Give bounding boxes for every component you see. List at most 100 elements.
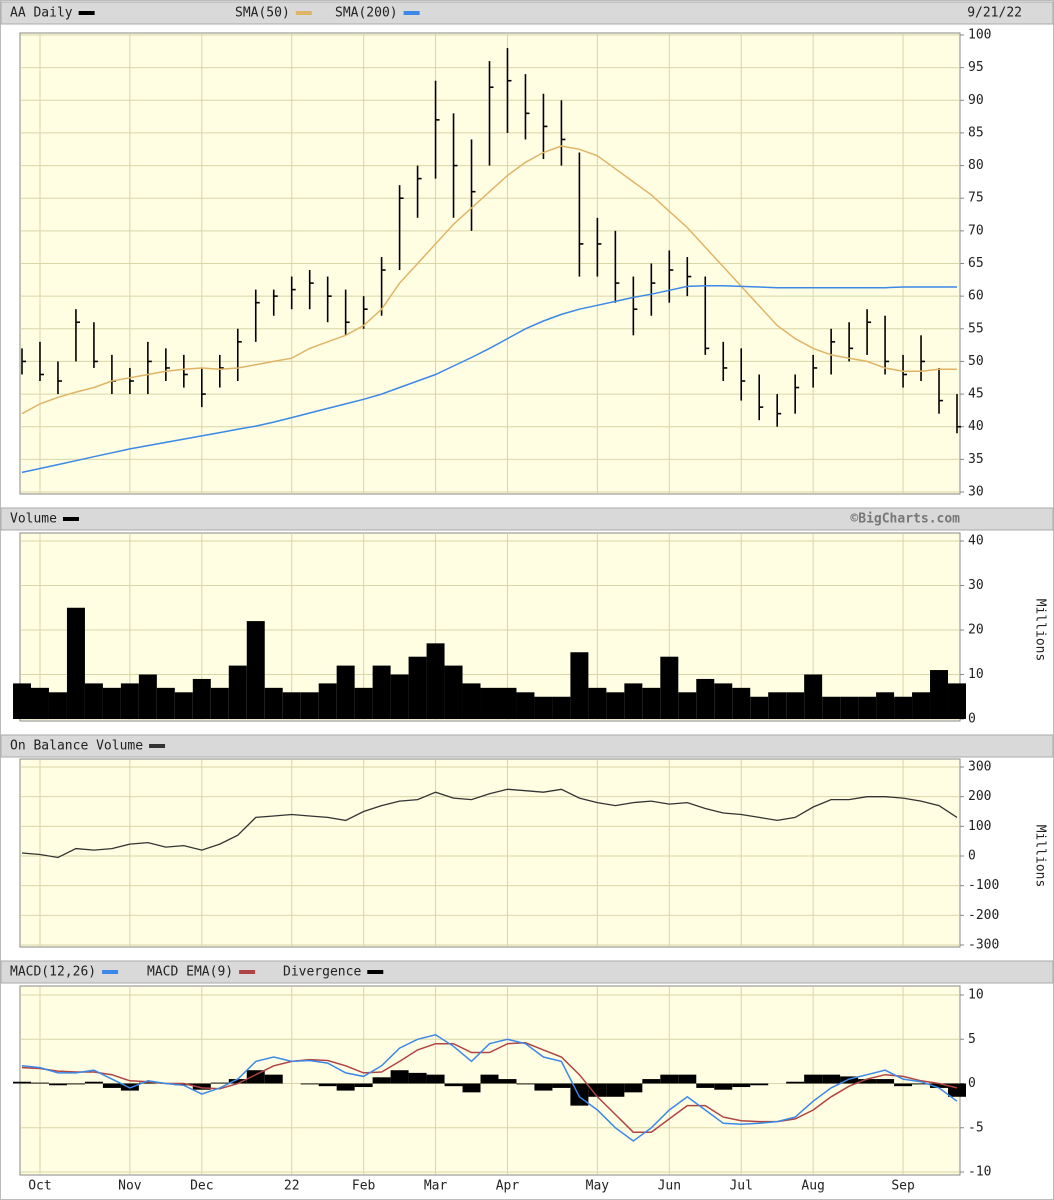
y-tick-label: 300 [968,760,991,775]
x-tick-label: Aug [801,1179,824,1194]
volume-bar [462,683,481,719]
volume-bar [606,692,625,719]
x-tick-label: Jun [658,1179,681,1194]
divergence-bar [876,1079,895,1084]
y-tick-label: 5 [968,1032,976,1047]
divergence-bar [444,1083,463,1087]
y-tick-label: 70 [968,223,984,238]
divergence-bar [480,1074,499,1084]
y-tick-label: 35 [968,452,984,467]
y-tick-label: 40 [968,419,984,434]
volume-bar [660,656,679,719]
y-tick-label: -200 [968,908,999,923]
divergence-bar [498,1079,517,1084]
volume-bar [696,678,715,719]
y-tick-label: 65 [968,256,984,271]
y-tick-label: 200 [968,789,991,804]
divergence-bar [804,1074,823,1084]
volume-bar [390,674,409,719]
divergence-bar [894,1083,913,1087]
legend-label: SMA(200) [335,6,398,21]
divergence-bar [390,1070,409,1084]
x-tick-label: Apr [496,1179,520,1194]
y-tick-label: 0 [968,712,976,727]
y-tick-label: 100 [968,28,991,43]
legend-swatch [239,970,256,974]
volume-bar [876,692,895,719]
x-tick-label: Jul [729,1179,752,1194]
volume-bar [48,692,67,719]
volume-bar [840,696,859,719]
volume-bar [714,683,733,719]
divergence-bar [750,1083,769,1086]
panel-header [0,734,1054,758]
x-tick-label: Oct [28,1179,51,1194]
y-tick-label: 75 [968,191,984,206]
divergence-bar [30,1082,49,1084]
y-tick-label: 30 [968,578,984,593]
volume-bar [174,692,193,719]
y-tick-label: 55 [968,321,984,336]
y-tick-label: 50 [968,354,984,369]
volume-bar [894,696,913,719]
volume-bar [30,687,49,719]
divergence-bar [912,1083,931,1085]
divergence-bar [174,1083,193,1086]
volume-bar [768,692,787,719]
legend-label: MACD(12,26) [10,965,96,980]
volume-bar [822,696,841,719]
x-tick-label: Sep [891,1179,915,1194]
divergence-bar [660,1074,679,1084]
legend-swatch [367,970,384,974]
x-tick-label: Feb [352,1179,376,1194]
volume-bar [13,683,31,719]
sma-line [21,145,957,415]
divergence-bar [66,1083,85,1085]
volume-bar [354,687,373,719]
y-tick-label: 0 [968,849,976,864]
plot-area [19,758,961,948]
y-tick-label: 85 [968,125,984,140]
divergence-bar [13,1081,31,1084]
legend-swatch [62,517,79,521]
divergence-bar [606,1083,625,1097]
divergence-bar [552,1083,571,1088]
divergence-bar [48,1083,67,1086]
y-tick-label: 20 [968,623,984,638]
y-tick-label: 45 [968,387,984,402]
y-tick-label: 100 [968,819,991,834]
legend-label: Divergence [283,965,361,980]
divergence-bar [786,1081,805,1084]
x-tick-label: Mar [424,1179,448,1194]
x-tick-label: 22 [284,1179,300,1194]
divergence-bar [408,1072,427,1084]
legend-label: AA Daily [10,6,73,21]
legend-label: MACD EMA(9) [147,965,233,980]
volume-bar [480,687,499,719]
legend-swatch [295,11,312,15]
legend-swatch [149,744,166,748]
x-tick-label: Dec [190,1179,213,1194]
legend-label: SMA(50) [235,6,290,21]
y-axis-label: Millions [1033,825,1048,888]
volume-bar [570,652,589,719]
y-tick-label: 60 [968,289,984,304]
volume-bar [552,696,571,719]
divergence-bar [858,1079,877,1084]
sma-line [21,284,957,474]
credit: ©BigCharts.com [850,512,960,527]
volume-bar [192,678,211,719]
divergence-bar [930,1083,949,1088]
volume-bar [912,692,931,719]
volume-bar [642,687,661,719]
y-tick-label: 80 [968,158,984,173]
y-tick-label: 10 [968,667,984,682]
y-tick-label: 95 [968,60,984,75]
divergence-bar [822,1074,841,1084]
divergence-bar [642,1079,661,1084]
volume-bar [732,687,751,719]
volume-bar [426,643,445,719]
volume-bar [318,683,337,719]
volume-bar [84,683,103,719]
